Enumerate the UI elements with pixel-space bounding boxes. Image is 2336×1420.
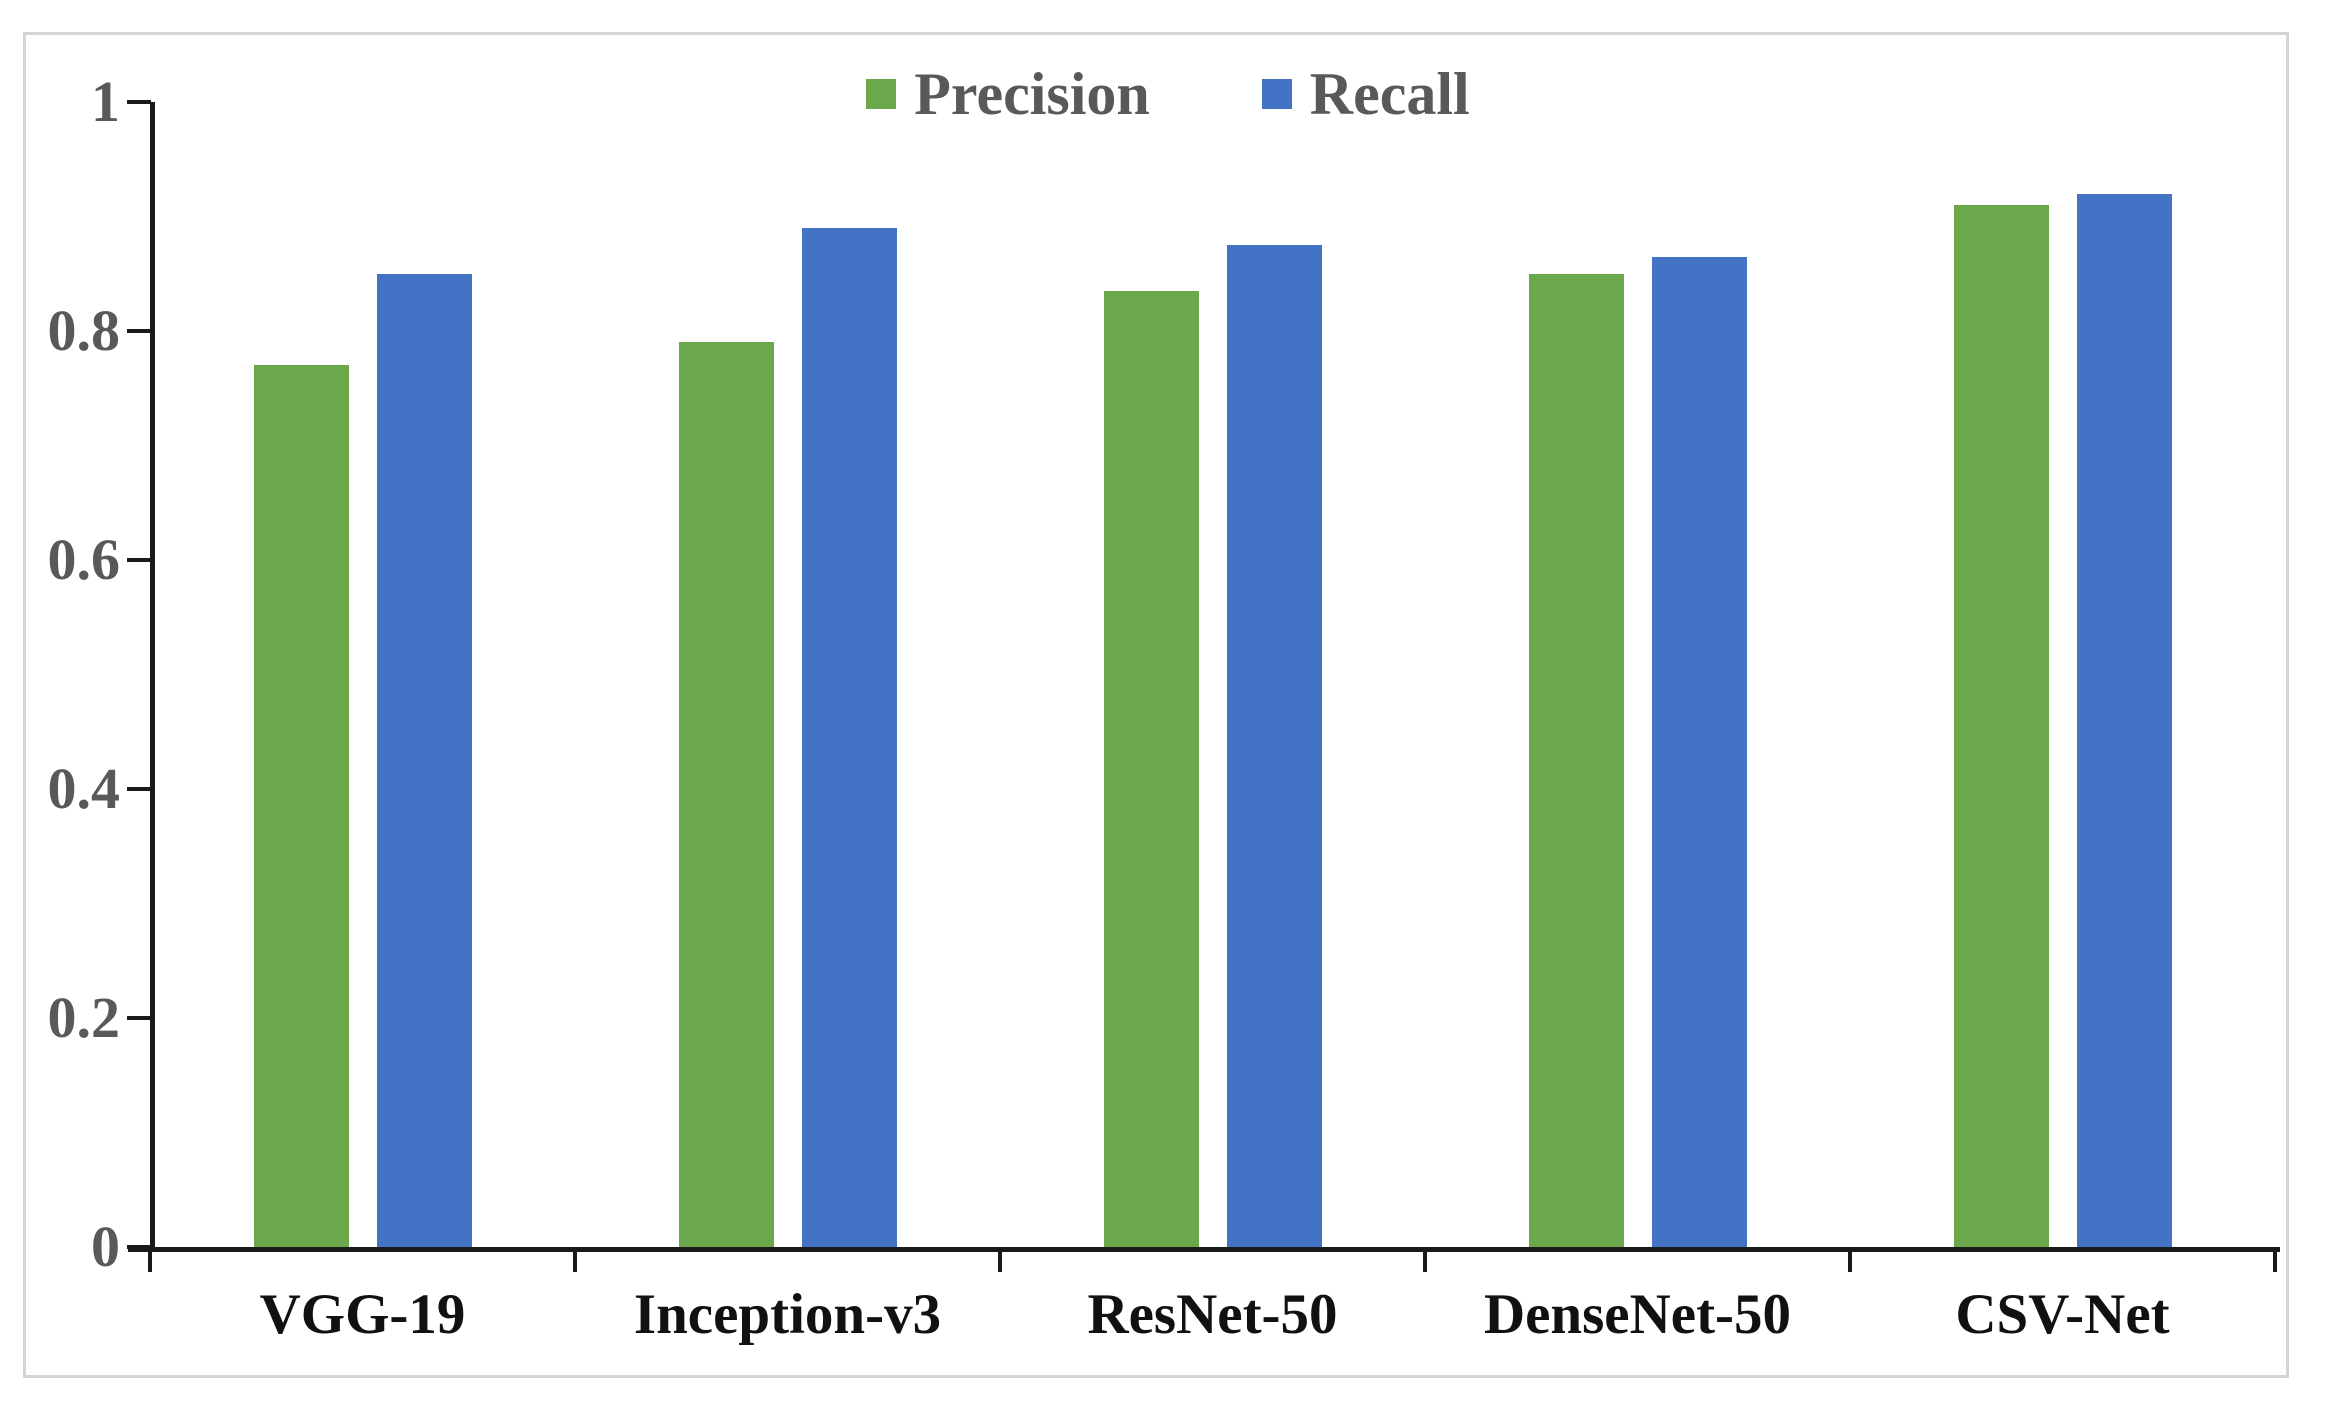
legend-label-recall: Recall <box>1309 61 1470 127</box>
y-tick-label: 1 <box>91 69 120 134</box>
x-category-label: CSV-Net <box>1955 1283 2170 1346</box>
legend: Precision Recall <box>0 64 2336 124</box>
bar-precision-inception-v3 <box>678 342 774 1247</box>
bar-precision-densenet-50 <box>1528 273 1624 1247</box>
y-axis-tick <box>127 787 151 791</box>
y-tick-label: 0.6 <box>47 527 121 592</box>
y-tick-label: 0.8 <box>47 298 121 363</box>
x-axis-tick <box>1423 1252 1427 1272</box>
x-axis-tick <box>1848 1252 1852 1272</box>
y-axis-tick <box>127 100 151 104</box>
x-category-label: ResNet-50 <box>1087 1283 1338 1346</box>
y-axis-tick <box>127 329 151 333</box>
x-axis-tick <box>998 1252 1002 1272</box>
x-axis-line <box>128 1247 2280 1252</box>
legend-label-precision: Precision <box>914 61 1150 127</box>
y-tick-label: 0.4 <box>47 756 121 821</box>
bar-recall-densenet-50 <box>1651 256 1747 1247</box>
bar-precision-csv-net <box>1953 205 2049 1247</box>
y-axis-tick <box>127 558 151 562</box>
bar-precision-vgg-19 <box>253 365 349 1247</box>
y-tick-label: 0 <box>91 1214 120 1279</box>
precision-swatch-icon <box>866 79 897 109</box>
y-axis-line <box>150 102 155 1252</box>
bar-recall-csv-net <box>2076 193 2172 1247</box>
recall-swatch-icon <box>1261 79 1292 109</box>
bar-recall-vgg-19 <box>376 273 472 1247</box>
y-axis-tick <box>127 1016 151 1020</box>
x-category-label: DenseNet-50 <box>1483 1283 1792 1346</box>
y-axis-tick <box>127 1245 151 1249</box>
y-tick-label: 0.2 <box>47 985 121 1050</box>
x-axis-tick <box>2273 1252 2277 1272</box>
x-category-label: VGG-19 <box>259 1283 466 1346</box>
bar-precision-resnet-50 <box>1103 290 1199 1247</box>
x-axis-tick <box>573 1252 577 1272</box>
x-category-label: Inception-v3 <box>633 1283 942 1346</box>
bar-recall-inception-v3 <box>801 227 897 1247</box>
legend-item-recall: Recall <box>1261 61 1470 127</box>
bar-recall-resnet-50 <box>1226 245 1322 1247</box>
legend-item-precision: Precision <box>866 64 1150 124</box>
x-axis-tick <box>148 1252 152 1272</box>
